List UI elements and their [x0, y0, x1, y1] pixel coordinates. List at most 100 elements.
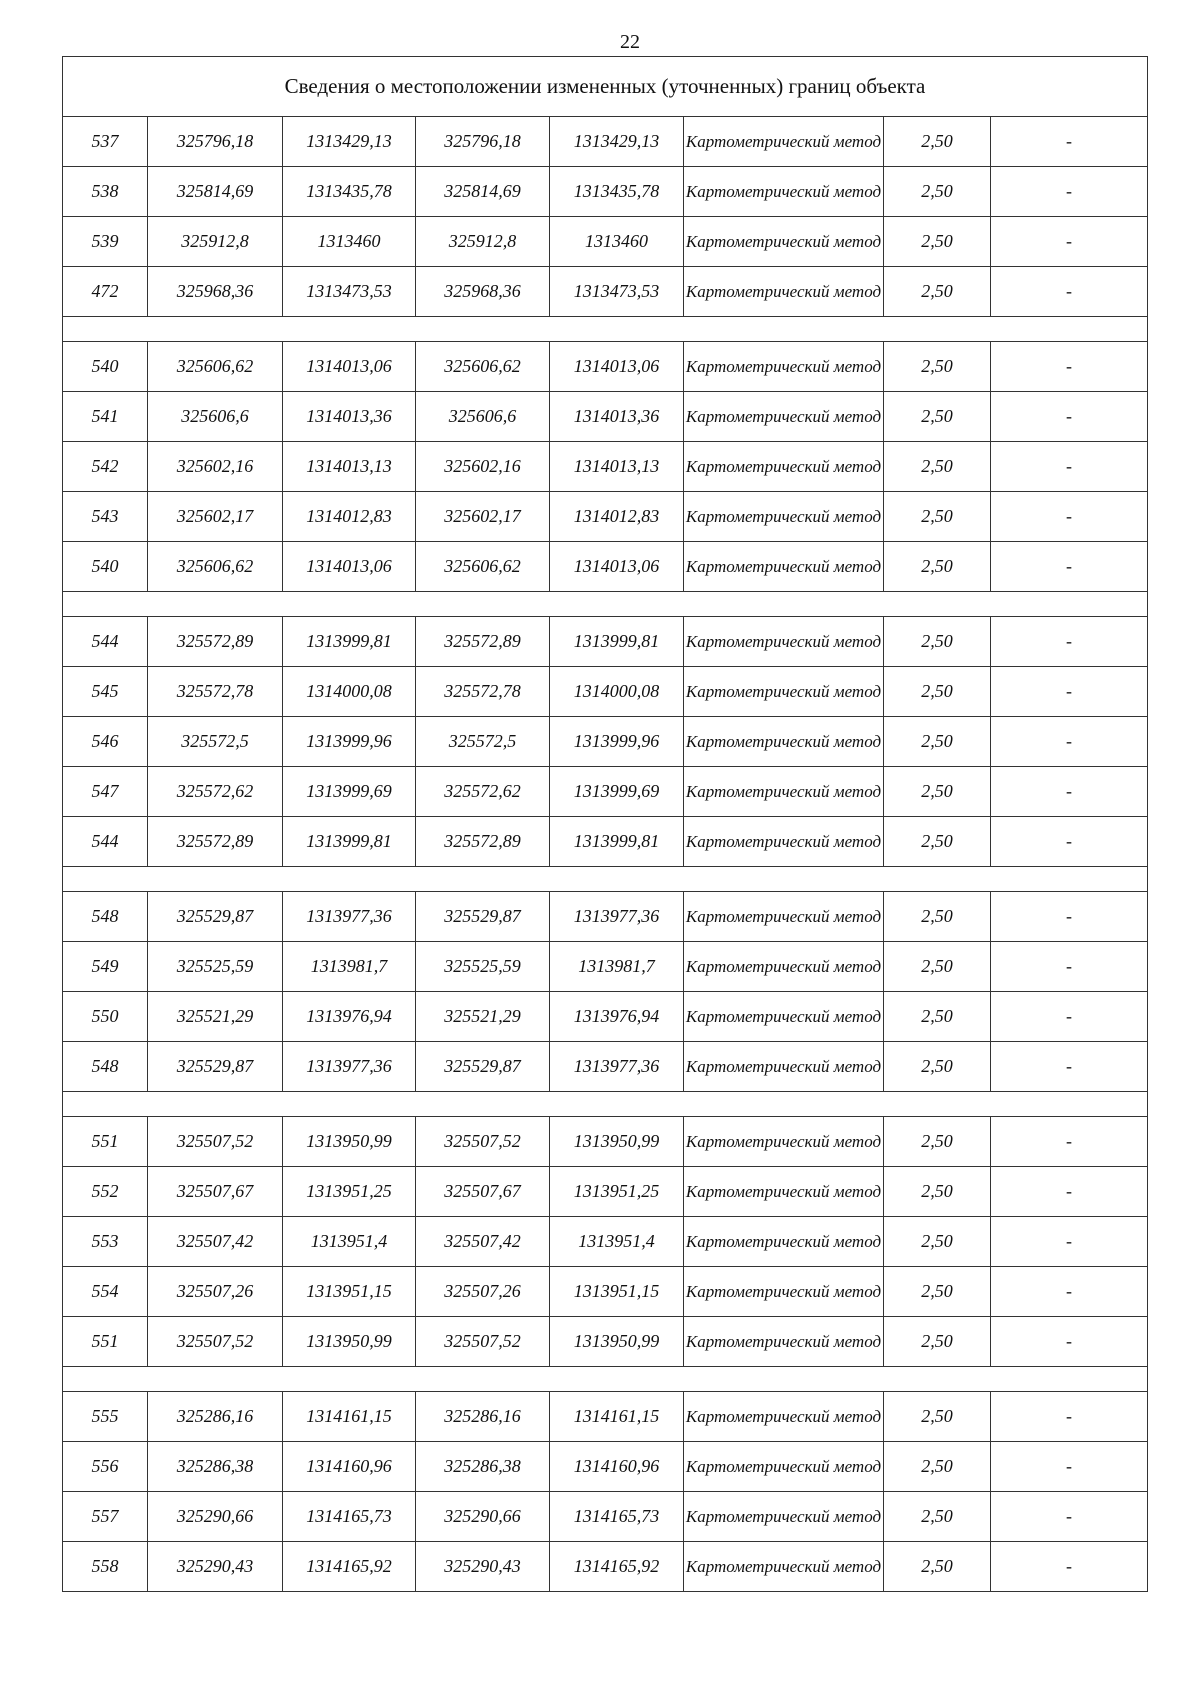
table-row: 556 325286,38 1314160,96 325286,38 1314160,9… [62, 1441, 1148, 1492]
x-new-cell: 325290,66 [415, 1491, 550, 1542]
y-existing-cell: 1314165,73 [282, 1491, 416, 1542]
x-new-cell: 325602,16 [415, 441, 550, 492]
x-existing-cell: 325572,62 [147, 766, 283, 817]
accuracy-cell: 2,50 [883, 1216, 991, 1267]
accuracy-cell: 2,50 [883, 1041, 991, 1092]
note-cell: - [990, 491, 1148, 542]
accuracy-cell: 2,50 [883, 441, 991, 492]
method-cell: Картометрический метод [683, 1491, 884, 1542]
point-number-cell: 549 [62, 941, 148, 992]
table-title: Сведения о местоположении измененных (ут… [62, 56, 1148, 117]
x-existing-cell: 325529,87 [147, 891, 283, 942]
note-cell: - [990, 1491, 1148, 1542]
accuracy-cell: 2,50 [883, 1441, 991, 1492]
x-existing-cell: 325602,16 [147, 441, 283, 492]
method-cell: Картометрический метод [683, 991, 884, 1042]
x-existing-cell: 325602,17 [147, 491, 283, 542]
x-existing-cell: 325507,67 [147, 1166, 283, 1217]
x-existing-cell: 325507,52 [147, 1116, 283, 1167]
accuracy-cell: 2,50 [883, 1166, 991, 1217]
table-row: 472 325968,36 1313473,53 325968,36 1313473,5… [62, 266, 1148, 317]
point-number-cell: 472 [62, 266, 148, 317]
x-new-cell: 325507,52 [415, 1316, 550, 1367]
x-existing-cell: 325606,62 [147, 541, 283, 592]
y-existing-cell: 1313999,69 [282, 766, 416, 817]
note-cell: - [990, 1266, 1148, 1317]
point-number-cell: 553 [62, 1216, 148, 1267]
y-existing-cell: 1314012,83 [282, 491, 416, 542]
y-new-cell: 1314165,73 [549, 1491, 684, 1542]
table-row: 540 325606,62 1314013,06 325606,62 1314013,0… [62, 341, 1148, 392]
y-existing-cell: 1313976,94 [282, 991, 416, 1042]
y-new-cell: 1314013,06 [549, 341, 684, 392]
y-existing-cell: 1313473,53 [282, 266, 416, 317]
x-existing-cell: 325290,43 [147, 1541, 283, 1592]
x-existing-cell: 325572,5 [147, 716, 283, 767]
y-existing-cell: 1313951,15 [282, 1266, 416, 1317]
x-new-cell: 325286,16 [415, 1391, 550, 1442]
x-existing-cell: 325606,62 [147, 341, 283, 392]
note-cell: - [990, 991, 1148, 1042]
y-new-cell: 1313977,36 [549, 891, 684, 942]
method-cell: Картометрический метод [683, 341, 884, 392]
y-new-cell: 1313999,69 [549, 766, 684, 817]
x-new-cell: 325968,36 [415, 266, 550, 317]
table-row: 542 325602,16 1314013,13 325602,16 1314013,1… [62, 441, 1148, 492]
x-new-cell: 325796,18 [415, 116, 550, 167]
y-existing-cell: 1313460 [282, 216, 416, 267]
method-cell: Картометрический метод [683, 1166, 884, 1217]
method-cell: Картометрический метод [683, 441, 884, 492]
y-existing-cell: 1313429,13 [282, 116, 416, 167]
accuracy-cell: 2,50 [883, 116, 991, 167]
page-number: 22 [0, 31, 1200, 54]
contour-separator-row [62, 866, 1148, 892]
y-existing-cell: 1314013,36 [282, 391, 416, 442]
contour-separator-row [62, 1091, 1148, 1117]
note-cell: - [990, 891, 1148, 942]
y-new-cell: 1313950,99 [549, 1316, 684, 1367]
y-existing-cell: 1313950,99 [282, 1116, 416, 1167]
accuracy-cell: 2,50 [883, 891, 991, 942]
contour-separator-row [62, 1366, 1148, 1392]
note-cell: - [990, 216, 1148, 267]
note-cell: - [990, 116, 1148, 167]
y-new-cell: 1313981,7 [549, 941, 684, 992]
point-number-cell: 546 [62, 716, 148, 767]
x-existing-cell: 325507,52 [147, 1316, 283, 1367]
table-row: 547 325572,62 1313999,69 325572,62 1313999,6… [62, 766, 1148, 817]
y-new-cell: 1313460 [549, 216, 684, 267]
accuracy-cell: 2,50 [883, 716, 991, 767]
note-cell: - [990, 1166, 1148, 1217]
y-existing-cell: 1314165,92 [282, 1541, 416, 1592]
method-cell: Картометрический метод [683, 1266, 884, 1317]
y-new-cell: 1313977,36 [549, 1041, 684, 1092]
point-number-cell: 545 [62, 666, 148, 717]
x-new-cell: 325572,5 [415, 716, 550, 767]
method-cell: Картометрический метод [683, 1441, 884, 1492]
method-cell: Картометрический метод [683, 491, 884, 542]
point-number-cell: 557 [62, 1491, 148, 1542]
y-existing-cell: 1313950,99 [282, 1316, 416, 1367]
point-number-cell: 550 [62, 991, 148, 1042]
y-new-cell: 1313951,15 [549, 1266, 684, 1317]
y-existing-cell: 1314013,06 [282, 541, 416, 592]
table-row: 538 325814,69 1313435,78 325814,69 1313435,7… [62, 166, 1148, 217]
note-cell: - [990, 541, 1148, 592]
point-number-cell: 558 [62, 1541, 148, 1592]
table-row: 543 325602,17 1314012,83 325602,17 1314012,8… [62, 491, 1148, 542]
table-row: 537 325796,18 1313429,13 325796,18 1313429,1… [62, 116, 1148, 167]
point-number-cell: 548 [62, 891, 148, 942]
method-cell: Картометрический метод [683, 166, 884, 217]
x-new-cell: 325606,62 [415, 341, 550, 392]
point-number-cell: 537 [62, 116, 148, 167]
note-cell: - [990, 441, 1148, 492]
y-existing-cell: 1313999,96 [282, 716, 416, 767]
method-cell: Картометрический метод [683, 891, 884, 942]
note-cell: - [990, 1316, 1148, 1367]
note-cell: - [990, 716, 1148, 767]
accuracy-cell: 2,50 [883, 1491, 991, 1542]
note-cell: - [990, 1116, 1148, 1167]
table-title-row: Сведения о местоположении измененных (ут… [62, 56, 1148, 117]
y-new-cell: 1313429,13 [549, 116, 684, 167]
point-number-cell: 555 [62, 1391, 148, 1442]
